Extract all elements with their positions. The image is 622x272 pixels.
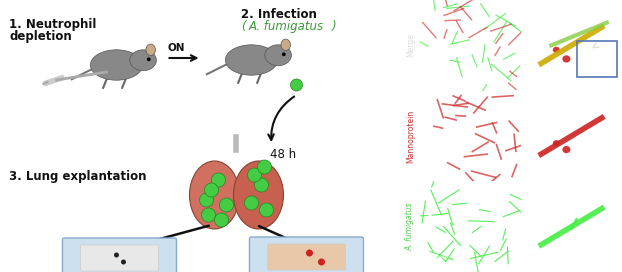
Bar: [577, 41, 617, 77]
Circle shape: [215, 213, 228, 227]
Circle shape: [205, 183, 218, 197]
Text: ON: ON: [168, 43, 185, 53]
Ellipse shape: [233, 161, 284, 229]
Text: 48 h: 48 h: [271, 148, 297, 161]
Text: 1. Neutrophil: 1. Neutrophil: [9, 18, 97, 31]
Circle shape: [562, 146, 570, 153]
Circle shape: [121, 259, 126, 264]
Circle shape: [553, 47, 560, 53]
Circle shape: [254, 178, 269, 192]
Circle shape: [244, 196, 259, 210]
Text: Merge: Merge: [406, 33, 415, 57]
Ellipse shape: [90, 50, 142, 80]
Text: Silver staining: Silver staining: [80, 262, 159, 272]
Circle shape: [220, 198, 233, 212]
Circle shape: [200, 193, 213, 207]
Circle shape: [318, 258, 325, 265]
Text: 3. Lung explantation: 3. Lung explantation: [9, 170, 147, 183]
Circle shape: [211, 173, 226, 187]
Text: 50 μm: 50 μm: [432, 254, 448, 259]
Circle shape: [259, 203, 274, 217]
Ellipse shape: [265, 45, 291, 66]
Ellipse shape: [225, 45, 277, 75]
Circle shape: [290, 79, 302, 91]
Circle shape: [553, 140, 560, 146]
Text: depletion: depletion: [9, 30, 72, 43]
Ellipse shape: [281, 39, 290, 51]
Text: 10 μm: 10 μm: [533, 254, 549, 259]
Circle shape: [258, 160, 271, 174]
Circle shape: [202, 208, 215, 222]
Ellipse shape: [146, 44, 156, 55]
Circle shape: [248, 168, 261, 182]
FancyBboxPatch shape: [267, 244, 345, 270]
Ellipse shape: [190, 161, 239, 229]
Text: (: (: [241, 20, 246, 33]
Text: A. fumigatus: A. fumigatus: [406, 202, 415, 251]
Circle shape: [306, 249, 313, 256]
Text: ): ): [332, 20, 336, 33]
Text: JF5: JF5: [295, 259, 317, 272]
Text: 2. Infection: 2. Infection: [241, 8, 317, 21]
Text: A. fumigatus: A. fumigatus: [248, 20, 323, 33]
FancyBboxPatch shape: [249, 237, 363, 272]
Circle shape: [562, 55, 570, 63]
Circle shape: [114, 252, 119, 258]
FancyBboxPatch shape: [80, 245, 159, 271]
FancyBboxPatch shape: [62, 238, 177, 272]
Text: Mannoprotein: Mannoprotein: [406, 109, 415, 163]
Circle shape: [282, 52, 285, 56]
Ellipse shape: [130, 50, 156, 71]
Circle shape: [147, 57, 151, 61]
